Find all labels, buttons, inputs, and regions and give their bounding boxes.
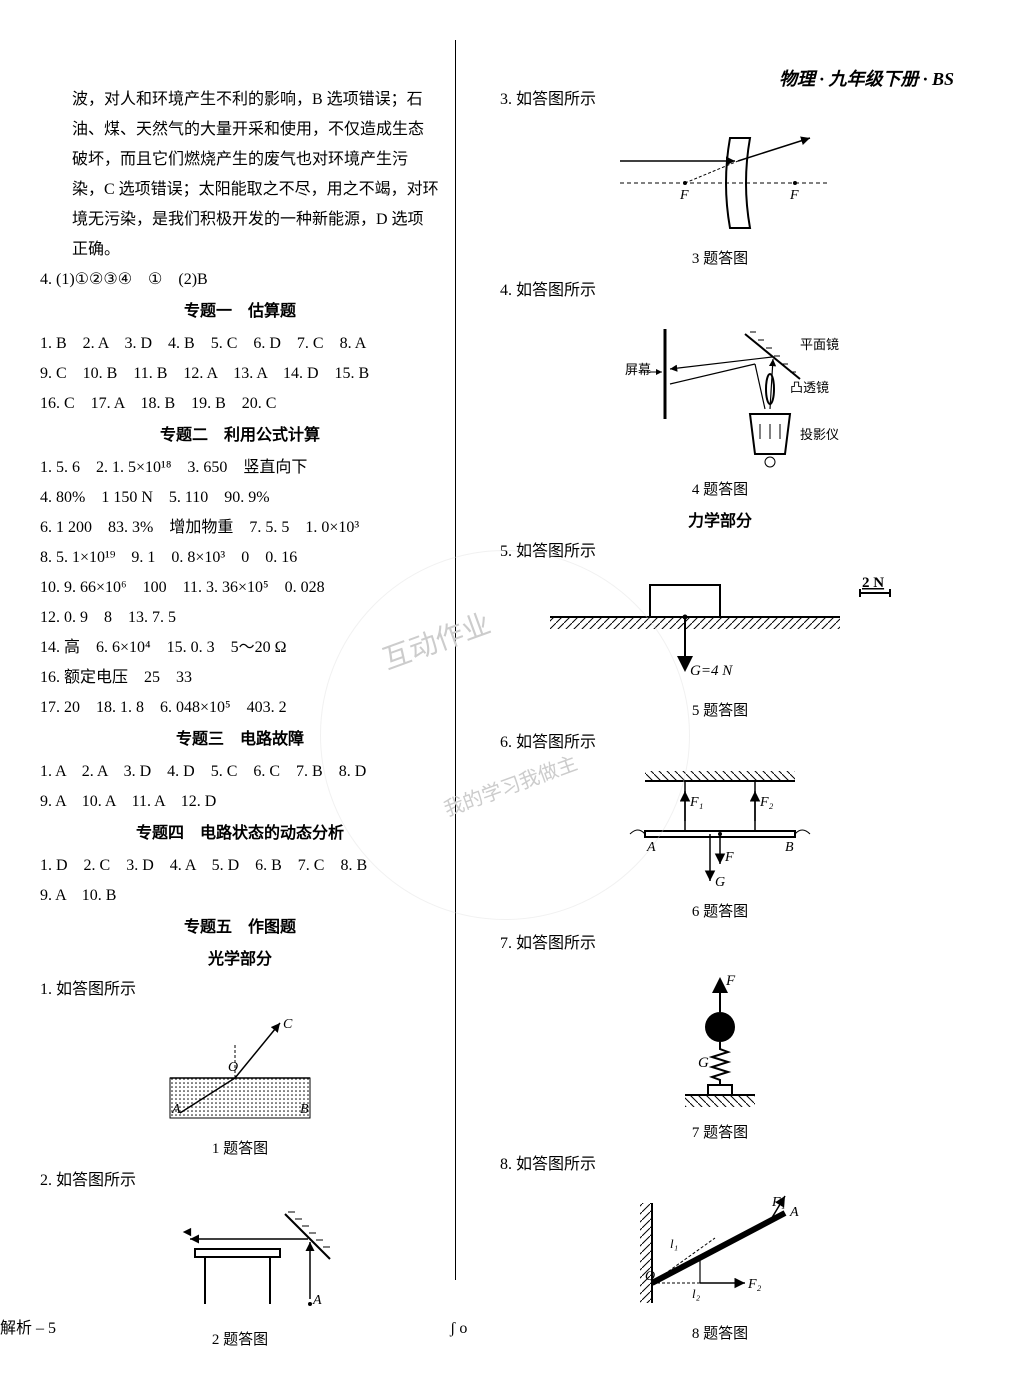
topic1-answers: 16. C 17. A 18. B 19. B 20. C (40, 389, 440, 419)
q5: 5. 如答图所示 (500, 537, 940, 567)
topic3-title: 专题三 电路故障 (40, 725, 440, 755)
figure-8: O A F₁ F₂ l₁ l₂ 8 题答图 (500, 1188, 940, 1343)
fig7-caption: 7 题答图 (500, 1121, 940, 1142)
svg-text:屏幕: 屏幕 (625, 362, 651, 377)
figure-2: ◄ A 2 题答图 (40, 1204, 440, 1349)
mechanics-title: 力学部分 (500, 507, 940, 537)
svg-text:F: F (724, 850, 734, 865)
figure-7: F G 7 题答图 (500, 967, 940, 1142)
topic1-title: 专题一 估算题 (40, 297, 440, 327)
topic1-answers: 1. B 2. A 3. D 4. B 5. C 6. D 7. C 8. A (40, 329, 440, 359)
fig3-caption: 3 题答图 (500, 247, 940, 268)
svg-text:F₁: F₁ (771, 1195, 785, 1210)
svg-text:A: A (171, 1102, 181, 1117)
intro-line: 破坏，而且它们燃烧产生的废气也对环境产生污 (40, 145, 440, 175)
topic2-answers: 17. 20 18. 1. 8 6. 048×10⁵ 403. 2 (40, 693, 440, 723)
svg-text:l₁: l₁ (670, 1236, 678, 1251)
intro-line: 波，对人和环境产生不利的影响，B 选项错误；石 (40, 85, 440, 115)
topic3-answers: 1. A 2. A 3. D 4. D 5. C 6. C 7. B 8. D (40, 757, 440, 787)
figure-6: A B F₁ F₂ F G 6 题答图 (500, 766, 940, 921)
svg-text:A: A (789, 1205, 799, 1220)
topic2-answers: 10. 9. 66×10⁶ 100 11. 3. 36×10⁵ 0. 028 (40, 573, 440, 603)
svg-text:G: G (715, 875, 725, 890)
q5-2: 2. 如答图所示 (40, 1166, 440, 1196)
q8: 8. 如答图所示 (500, 1150, 940, 1180)
footer-center: ʃ o (450, 1320, 467, 1338)
svg-text:F₁: F₁ (689, 795, 703, 810)
column-divider (455, 40, 456, 1280)
svg-text:l₂: l₂ (692, 1286, 701, 1301)
svg-text:F₂: F₂ (759, 795, 774, 810)
figure-3: F F 3 题答图 (500, 123, 940, 268)
svg-text:O: O (228, 1060, 238, 1075)
svg-text:C: C (283, 1017, 293, 1032)
svg-text:2 N: 2 N (862, 575, 884, 591)
svg-text:F: F (789, 188, 799, 203)
svg-text:F₂: F₂ (747, 1277, 762, 1292)
topic4-answers: 1. D 2. C 3. D 4. A 5. D 6. B 7. C 8. B (40, 851, 440, 881)
topic4-title: 专题四 电路状态的动态分析 (40, 819, 440, 849)
svg-text:B: B (300, 1102, 309, 1117)
left-column: 波，对人和环境产生不利的影响，B 选项错误；石 油、煤、天然气的大量开采和使用，… (40, 85, 440, 1357)
svg-text:◄: ◄ (180, 1225, 194, 1240)
intro-line: 境无污染，是我们积极开发的一种新能源，D 选项 (40, 205, 440, 235)
fig6-caption: 6 题答图 (500, 900, 940, 921)
fig1-caption: 1 题答图 (40, 1137, 440, 1158)
q4-answer: 4. (1)①②③④ ① (2)B (40, 265, 440, 295)
svg-text:G: G (698, 1055, 709, 1071)
svg-text:A: A (312, 1293, 322, 1308)
right-column: 3. 如答图所示 F F 3 题答图 4. 如答图所示 (500, 85, 940, 1351)
fig5-caption: 5 题答图 (500, 699, 940, 720)
svg-text:B: B (785, 840, 794, 855)
topic2-answers: 6. 1 200 83. 3% 增加物重 7. 5. 5 1. 0×10³ (40, 513, 440, 543)
figure-1: O A B C 1 题答图 (40, 1013, 440, 1158)
q3: 3. 如答图所示 (500, 85, 940, 115)
intro-line: 正确。 (40, 235, 440, 265)
intro-line: 染，C 选项错误；太阳能取之不尽，用之不竭，对环 (40, 175, 440, 205)
topic4-answers: 9. A 10. B (40, 881, 440, 911)
topic2-answers: 1. 5. 6 2. 1. 5×10¹⁸ 3. 650 竖直向下 (40, 453, 440, 483)
topic1-answers: 9. C 10. B 11. B 12. A 13. A 14. D 15. B (40, 359, 440, 389)
svg-text:F: F (679, 188, 689, 203)
intro-line: 油、煤、天然气的大量开采和使用，不仅造成生态 (40, 115, 440, 145)
topic3-answers: 9. A 10. A 11. A 12. D (40, 787, 440, 817)
figure-5: G=4 N 2 N 5 题答图 (500, 575, 940, 720)
fig2-caption: 2 题答图 (40, 1328, 440, 1349)
topic2-answers: 8. 5. 1×10¹⁹ 9. 1 0. 8×10³ 0 0. 16 (40, 543, 440, 573)
svg-text:F: F (725, 973, 736, 989)
topic5-title: 专题五 作图题 (40, 913, 440, 943)
topic2-answers: 16. 额定电压 25 33 (40, 663, 440, 693)
q5-1: 1. 如答图所示 (40, 975, 440, 1005)
topic2-title: 专题二 利用公式计算 (40, 421, 440, 451)
svg-text:凸透镜: 凸透镜 (790, 380, 829, 395)
topic2-answers: 4. 80% 1 150 N 5. 110 90. 9% (40, 483, 440, 513)
fig4-caption: 4 题答图 (500, 478, 940, 499)
svg-text:投影仪: 投影仪 (800, 427, 839, 442)
fig8-caption: 8 题答图 (500, 1322, 940, 1343)
optics-title: 光学部分 (40, 945, 440, 975)
figure-4: 屏幕 平面镜 凸透镜 投影仪 4 题答图 (500, 314, 940, 499)
svg-text:平面镜: 平面镜 (800, 337, 839, 352)
q4: 4. 如答图所示 (500, 276, 940, 306)
q7: 7. 如答图所示 (500, 929, 940, 959)
svg-text:G=4 N: G=4 N (690, 663, 733, 679)
svg-text:A: A (646, 840, 656, 855)
footer-left: 解析 – 5 (0, 1314, 56, 1338)
topic2-answers: 12. 0. 9 8 13. 7. 5 (40, 603, 440, 633)
